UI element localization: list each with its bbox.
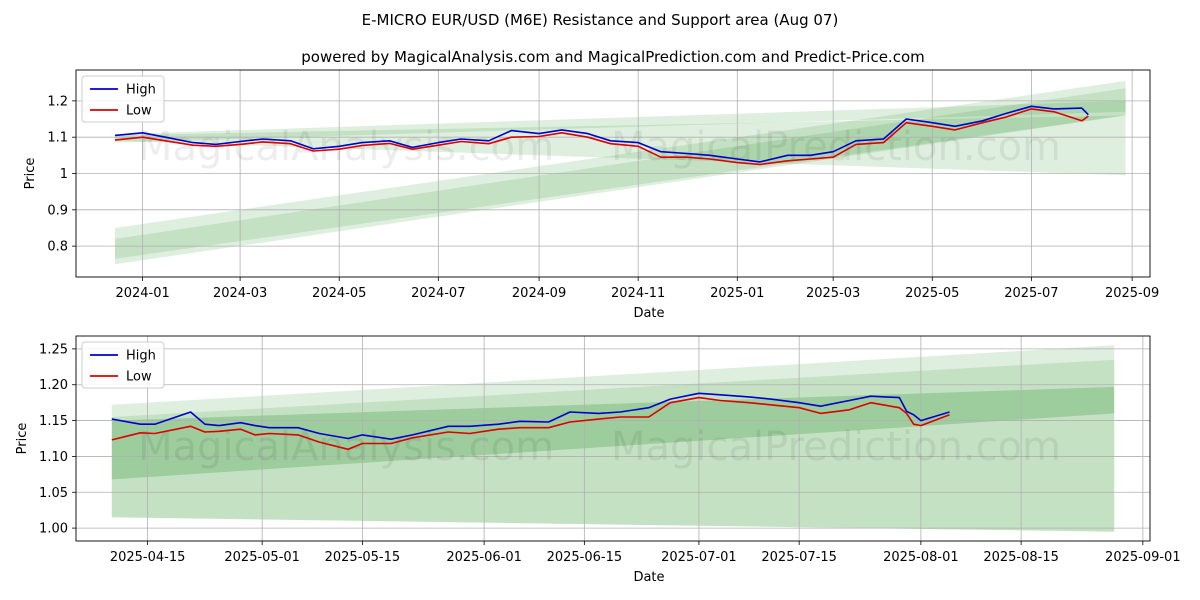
- x-tick-label: 2024-07: [411, 286, 465, 301]
- x-tick-label: 2025-01: [710, 286, 764, 301]
- x-tick-label: 2025-05: [905, 286, 959, 301]
- y-tick-label: 0.9: [47, 203, 68, 218]
- top-panel: 2024-01 2024-03 2024-05 2024-07 2024-09 2024-…: [23, 69, 1159, 321]
- y-tick-label: 1: [60, 167, 68, 182]
- chart-subtitle: powered by MagicalAnalysis.com and Magic…: [301, 48, 925, 66]
- y-tick-label: 1.20: [39, 378, 68, 393]
- support-resistance-band: [115, 100, 1126, 143]
- x-tick-label: 2025-07-01: [661, 550, 737, 565]
- x-tick-label: 2025-09-01: [1105, 550, 1181, 565]
- y-axis-label: Price: [23, 158, 38, 190]
- x-tick-label: 2025-04-15: [110, 550, 186, 565]
- support-resistance-band: [115, 80, 1126, 259]
- support-resistance-band: [115, 88, 1126, 265]
- series-group: [114, 105, 1089, 166]
- x-axis-label: Date: [633, 570, 664, 585]
- x-tick-label: 2025-05-01: [224, 550, 300, 565]
- x-tick-label: 2025-08-15: [983, 550, 1059, 565]
- x-tick-label: 2024-03: [213, 286, 267, 301]
- x-axis-label: Date: [633, 306, 664, 321]
- x-tick-label: 2025-06-15: [547, 550, 623, 565]
- series-line-high: [111, 392, 950, 440]
- x-tick-label: 2025-06-01: [446, 550, 522, 565]
- plot-frame: [75, 69, 1151, 278]
- y-tick-label: 1.1: [47, 131, 68, 146]
- bottom-panel: 2025-04-15 2025-05-01 2025-05-15 2025-06-01…: [15, 335, 1181, 585]
- watermark-text: MagicalAnalysis.com: [138, 124, 554, 170]
- legend-label-low: Low: [126, 104, 152, 119]
- y-tick-label: 0.8: [47, 240, 68, 255]
- legend-label-low: Low: [126, 370, 152, 385]
- y-tick-label: 1.05: [39, 486, 68, 501]
- series-line-low: [114, 108, 1089, 166]
- x-tick-label: 2025-05-15: [325, 550, 401, 565]
- watermark-text: MagicalPrediction.com: [611, 124, 1061, 170]
- y-tick-label: 1.00: [39, 522, 68, 537]
- series-line-high: [114, 105, 1089, 163]
- x-tick-label: 2024-11: [611, 286, 665, 301]
- series-line-low: [111, 396, 950, 451]
- x-tick-label: 2025-03: [806, 286, 860, 301]
- x-tick-label: 2025-07: [1004, 286, 1058, 301]
- chart-title: E-MICRO EUR/USD (M6E) Resistance and Sup…: [362, 11, 839, 29]
- y-tick-label: 1.10: [39, 450, 68, 465]
- x-tick-label: 2024-05: [312, 286, 366, 301]
- plot-frame: [75, 335, 1151, 542]
- legend-label-high: High: [126, 349, 156, 364]
- x-tick-label: 2025-08-01: [883, 550, 959, 565]
- x-tick-label: 2024-01: [115, 286, 169, 301]
- watermark-text: MagicalPrediction.com: [611, 424, 1061, 470]
- series-group: [111, 392, 950, 451]
- legend-label-high: High: [126, 83, 156, 98]
- x-tick-label: 2025-09: [1105, 286, 1159, 301]
- y-axis-label: Price: [15, 423, 30, 455]
- y-tick-label: 1.15: [39, 414, 68, 429]
- x-tick-label: 2025-07-15: [761, 550, 837, 565]
- x-tick-label: 2024-09: [512, 286, 566, 301]
- y-tick-label: 1.25: [39, 342, 68, 357]
- y-tick-label: 1.2: [47, 94, 68, 109]
